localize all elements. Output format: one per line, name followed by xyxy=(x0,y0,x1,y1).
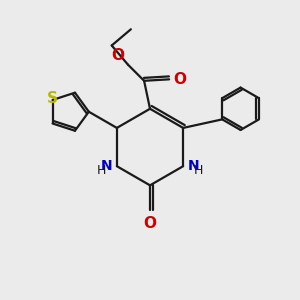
Text: N: N xyxy=(101,159,112,173)
Text: O: O xyxy=(173,72,186,87)
Text: O: O xyxy=(143,216,157,231)
Text: O: O xyxy=(111,48,124,63)
Text: H: H xyxy=(97,164,106,177)
Text: S: S xyxy=(47,91,58,106)
Text: N: N xyxy=(188,159,199,173)
Text: H: H xyxy=(194,164,203,177)
